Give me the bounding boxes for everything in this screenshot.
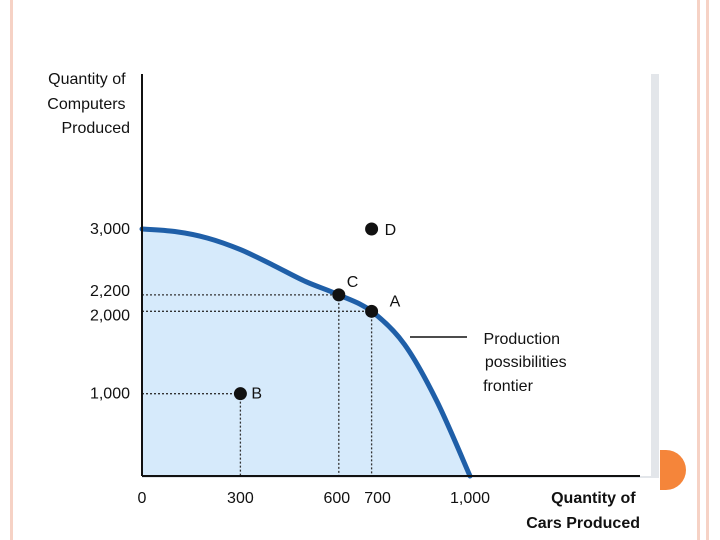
tick-labels: 0 300 600 700 1,000 1,000 2,000 2,200 3,000: [90, 221, 490, 507]
y-tick-label-2000: 2,000: [90, 307, 130, 324]
x-axis-title-line-2: Cars Produced: [526, 515, 640, 532]
point-a: [365, 304, 379, 318]
annotation-line-3: frontier: [483, 378, 533, 395]
x-axis-title-line-1: Quantity of: [551, 490, 636, 507]
x-tick-label-700: 700: [364, 490, 391, 507]
border-stripe-right-outer: [697, 0, 700, 540]
border-stripe-left: [10, 0, 13, 540]
border-stripe-right-inner: [706, 0, 709, 540]
annotation-line-1: Production: [484, 331, 561, 348]
ppf-curve-layer: [139, 226, 473, 479]
point-label-a: A: [390, 293, 401, 310]
x-tick-label-600: 600: [323, 490, 350, 507]
point-label-b: B: [251, 386, 262, 403]
point-d: [365, 222, 379, 236]
y-tick-label-3000: 3,000: [90, 221, 130, 238]
feasible-region: [142, 229, 470, 476]
x-tick-label-300: 300: [227, 490, 254, 507]
x-tick-label-1000: 1,000: [450, 490, 490, 507]
ppf-annotation: Production possibilities frontier: [483, 331, 571, 395]
point-b: [233, 387, 247, 401]
ppf-area: [142, 229, 470, 476]
x-tick-label-0: 0: [138, 490, 147, 507]
y-axis-title-line-1: Quantity of: [48, 71, 126, 88]
chart-points: A B C D: [233, 222, 401, 403]
y-axis-title-line-2: Computers: [47, 96, 125, 113]
y-axis-title: Quantity of Computers Produced: [47, 71, 130, 137]
guide-lines: [142, 294, 373, 476]
x-axis-title: Quantity of Cars Produced: [526, 490, 640, 532]
y-tick-label-1000: 1,000: [90, 386, 130, 403]
orange-accent-shape: [660, 450, 686, 490]
y-axis-title-line-3: Produced: [62, 120, 131, 137]
y-tick-label-2200: 2,200: [90, 283, 130, 300]
point-c: [332, 288, 346, 302]
annotation-line-2: possibilities: [485, 354, 567, 371]
point-label-c: C: [347, 274, 359, 291]
point-label-d: D: [385, 222, 397, 239]
ppf-curve: [139, 226, 473, 479]
